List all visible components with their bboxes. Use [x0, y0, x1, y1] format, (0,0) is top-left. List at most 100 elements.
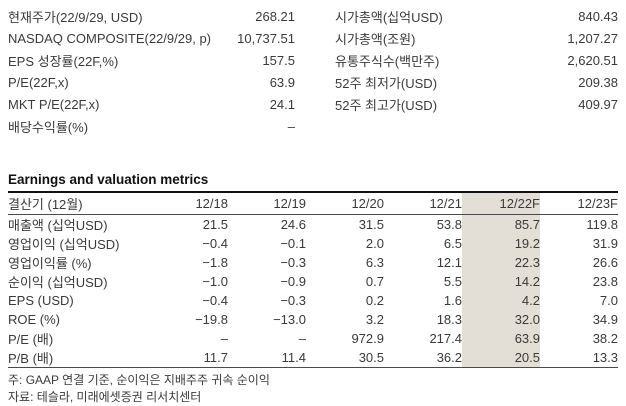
- metric-value: 38.2: [592, 330, 618, 346]
- summary-row: 현재주가(22/9/29, USD) 268.21: [8, 5, 295, 27]
- summary-section: 현재주가(22/9/29, USD) 268.21 NASDAQ COMPOSITE…: [8, 5, 618, 137]
- metric-value: −0.4: [202, 292, 228, 308]
- metric-value: −0.3: [280, 254, 306, 270]
- metric-value: 36.2: [384, 347, 462, 368]
- table-title: Earnings and valuation metrics: [8, 172, 618, 193]
- metric-label: 순이익 (십억USD): [8, 274, 108, 290]
- summary-row: 배당수익률(%) –: [8, 115, 295, 137]
- metric-value: −0.4: [202, 235, 228, 251]
- year-column-header: 12/22F: [462, 193, 540, 215]
- summary-row: 유통주식수(백만주) 2,620.51: [335, 49, 618, 71]
- metric-value: 85.7: [462, 214, 540, 234]
- table-row: 매출액 (십억USD) 21.5 24.6 31.5 53.8 85.7 119.8: [8, 214, 618, 234]
- metric-value: 26.6: [592, 254, 618, 270]
- metric-value: 14.2: [462, 271, 540, 291]
- summary-row: 시가총액(십억USD) 840.43: [335, 5, 618, 27]
- earnings-metrics-section: Earnings and valuation metrics 결산기 (12월)…: [8, 172, 618, 368]
- summary-row: NASDAQ COMPOSITE(22/9/29, p) 10,737.51: [8, 27, 295, 49]
- earnings-valuation-table: 결산기 (12월) 12/18 12/19 12/20 12/21 12/22F 12/23…: [8, 193, 618, 368]
- summary-value: 63.9: [269, 74, 295, 90]
- summary-value: –: [287, 118, 295, 134]
- metric-label: 매출액 (십억USD): [8, 217, 108, 233]
- metric-value: 21.5: [202, 216, 228, 232]
- summary-value: 10,737.51: [237, 30, 295, 46]
- metric-label: P/B (배): [8, 347, 150, 368]
- metric-value: 119.8: [586, 216, 618, 232]
- summary-row: 52주 최저가(USD) 209.38: [335, 71, 618, 93]
- metric-value: 4.2: [462, 290, 540, 310]
- summary-label: 배당수익률(%): [8, 119, 89, 135]
- table-row: EPS (USD) −0.4 −0.3 0.2 1.6 4.2 7.0: [8, 290, 618, 310]
- summary-row: EPS 성장률(22F,%) 157.5: [8, 49, 295, 71]
- metric-value: 5.5: [443, 273, 462, 289]
- metric-value: 30.5: [306, 347, 384, 368]
- table-body: 매출액 (십억USD) 21.5 24.6 31.5 53.8 85.7 119.8 영업이익…: [8, 214, 618, 368]
- summary-value: 24.1: [269, 96, 295, 112]
- table-row: 순이익 (십억USD) −1.0 −0.9 0.7 5.5 14.2 23.8: [8, 271, 618, 291]
- metric-value: 18.3: [436, 311, 462, 327]
- table-header-row: 결산기 (12월) 12/18 12/19 12/20 12/21 12/22F 12/23…: [8, 193, 618, 215]
- metric-value: 11.7: [150, 347, 228, 368]
- metric-value: −1.0: [202, 273, 228, 289]
- year-column-header: 12/23F: [540, 193, 618, 215]
- footnote-source: 자료: 테슬라, 미래에셋증권 리서치센터: [8, 389, 202, 404]
- metric-value: 24.6: [280, 216, 306, 232]
- metric-value: 63.9: [462, 328, 540, 348]
- metric-value: 13.3: [540, 347, 618, 368]
- summary-row: P/E(22F,x) 63.9: [8, 71, 295, 93]
- metric-value: 0.2: [365, 292, 384, 308]
- summary-label: 52주 최고가(USD): [335, 97, 438, 113]
- metric-value: 972.9: [351, 330, 384, 346]
- metric-value: 34.9: [592, 311, 618, 327]
- summary-value: 209.38: [578, 74, 618, 90]
- table-row: 영업이익 (십억USD) −0.4 −0.1 2.0 6.5 19.2 31.9: [8, 233, 618, 253]
- metric-value: 217.4: [429, 330, 462, 346]
- summary-label: 현재주가(22/9/29, USD): [8, 9, 143, 25]
- summary-value: 268.21: [255, 8, 295, 24]
- metric-label: EPS (USD): [8, 292, 74, 308]
- metric-value: −19.8: [195, 311, 228, 327]
- metric-value: 11.4: [228, 347, 306, 368]
- summary-value: 409.97: [578, 96, 618, 112]
- metric-value: 0.7: [365, 273, 384, 289]
- column-spacer: [295, 5, 335, 137]
- metric-value: –: [298, 330, 306, 346]
- summary-label: MKT P/E(22F,x): [8, 96, 100, 112]
- metric-value: −0.1: [280, 235, 306, 251]
- summary-label: 시가총액(십억USD): [335, 9, 443, 25]
- metric-value: 23.8: [592, 273, 618, 289]
- summary-label: P/E(22F,x): [8, 74, 69, 90]
- metric-value: −13.0: [273, 311, 306, 327]
- metric-value: 6.3: [365, 254, 384, 270]
- metric-value: 7.0: [599, 292, 618, 308]
- metric-value: 3.2: [365, 311, 384, 327]
- metric-value: 12.1: [436, 254, 462, 270]
- metric-label: P/E (배): [8, 331, 54, 347]
- year-column-header: 12/19: [228, 193, 306, 215]
- metric-value: 1.6: [443, 292, 462, 308]
- summary-value: 157.5: [262, 52, 295, 68]
- metric-value: 22.3: [462, 252, 540, 272]
- table-row: ROE (%) −19.8 −13.0 3.2 18.3 32.0 34.9: [8, 309, 618, 329]
- summary-label: 유통주식수(백만주): [335, 53, 440, 69]
- metric-label: 영업이익 (십억USD): [8, 236, 120, 252]
- table-row: P/E (배) – – 972.9 217.4 63.9 38.2: [8, 328, 618, 348]
- metric-label: ROE (%): [8, 311, 60, 327]
- summary-row: 시가총액(조원) 1,207.27: [335, 27, 618, 49]
- metric-value: 19.2: [462, 233, 540, 253]
- table-row: P/B (배) 11.7 11.4 30.5 36.2 20.5 13.3: [8, 347, 618, 368]
- metric-value: 31.5: [358, 216, 384, 232]
- metric-label: 영업이익률 (%): [8, 255, 92, 271]
- metric-value: 53.8: [436, 216, 462, 232]
- summary-label: 52주 최저가(USD): [335, 75, 438, 91]
- footnotes: 주: GAAP 연결 기준, 순이익은 지배주주 귀속 순이익 자료: 테슬라,…: [8, 372, 618, 406]
- summary-label: NASDAQ COMPOSITE(22/9/29, p): [8, 30, 212, 46]
- summary-label: 시가총액(조원): [335, 31, 416, 47]
- footnote-basis: 주: GAAP 연결 기준, 순이익은 지배주주 귀속 순이익: [8, 372, 270, 387]
- metric-value: 31.9: [592, 235, 618, 251]
- table-row: 영업이익률 (%) −1.8 −0.3 6.3 12.1 22.3 26.6: [8, 252, 618, 272]
- metric-value: −0.9: [280, 273, 306, 289]
- year-column-header: 12/21: [384, 193, 462, 215]
- metric-value: −0.3: [280, 292, 306, 308]
- summary-label: EPS 성장률(22F,%): [8, 53, 119, 69]
